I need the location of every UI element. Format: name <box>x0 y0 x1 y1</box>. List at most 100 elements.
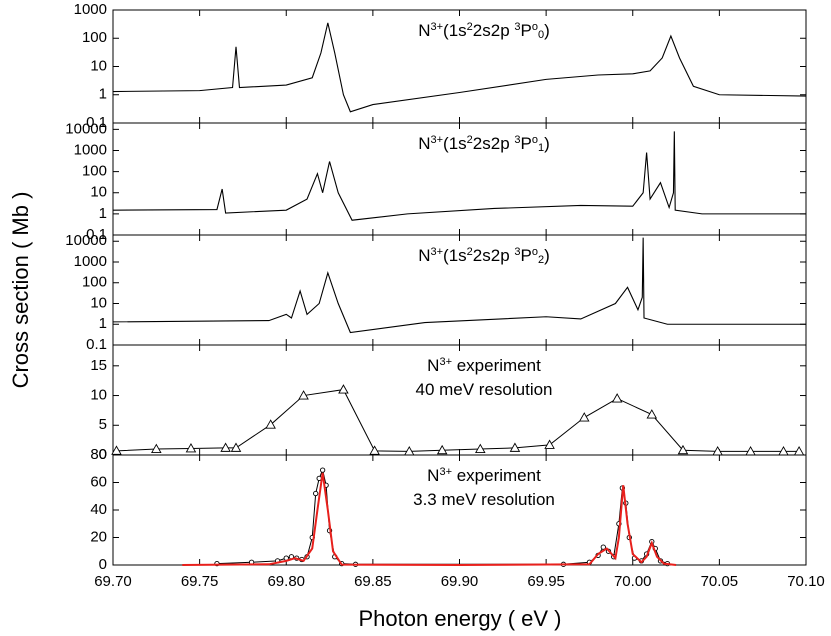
triangle-marker <box>151 443 162 454</box>
x-tick-label: 69.80 <box>267 573 305 590</box>
triangle-marker <box>544 439 555 449</box>
y-tick-label: 0.1 <box>86 336 107 353</box>
annotation-part: N <box>427 466 439 485</box>
annotation-part: N <box>418 21 430 40</box>
triangle-marker <box>578 412 590 422</box>
x-tick-label: 69.75 <box>181 573 219 590</box>
y-tick-label: 0.1 <box>86 226 107 243</box>
y-tick-label: 15 <box>90 357 107 374</box>
y-tick-label: 0.1 <box>86 114 107 131</box>
y-axis-label: Cross section ( Mb ) <box>8 192 33 389</box>
y-tick-label: 10 <box>90 294 107 311</box>
x-tick-label: 69.70 <box>94 573 132 590</box>
triangle-marker <box>611 393 623 403</box>
annotation-part: 3+ <box>439 466 452 478</box>
y-tick-label: 10000 <box>65 120 107 137</box>
triangle-marker <box>677 444 689 455</box>
annotation: N3+ experiment <box>427 356 541 376</box>
annotation-part: 2 <box>467 21 473 33</box>
data-line <box>112 22 807 113</box>
annotation: N3+(1s22s2p 3Po2) <box>418 246 550 266</box>
triangle-marker <box>220 442 231 452</box>
data-line <box>182 472 677 567</box>
annotation: 40 meV resolution <box>415 380 552 399</box>
x-tick-label: 70.10 <box>787 573 825 590</box>
annotation: N3+ experiment <box>427 466 541 486</box>
y-tick-label: 0 <box>99 446 107 463</box>
annotation-part: N <box>427 356 439 375</box>
annotation-part: N <box>418 246 430 265</box>
data-line <box>116 389 800 452</box>
x-tick-label: 70.05 <box>701 573 739 590</box>
y-tick-label: 20 <box>90 528 107 545</box>
annotation-part: P <box>521 246 532 265</box>
annotation-part: o <box>532 21 538 33</box>
circle-marker <box>600 544 606 550</box>
annotation-part: o <box>532 246 538 258</box>
x-tick-label: 69.85 <box>354 573 392 590</box>
y-tick-label: 40 <box>90 501 107 518</box>
annotation: 3.3 meV resolution <box>413 490 555 509</box>
annotation-part: (1s <box>443 134 467 153</box>
annotation-part: P <box>521 134 532 153</box>
annotation-part: 3 <box>514 21 520 33</box>
annotation-part: 0 <box>538 29 544 41</box>
y-tick-label: 5 <box>99 416 107 433</box>
y-tick-label: 10 <box>90 387 107 404</box>
annotation-part: 3+ <box>431 134 444 146</box>
annotation: N3+(1s22s2p 3Po0) <box>418 21 550 41</box>
y-tick-label: 100 <box>82 29 107 46</box>
triangle-marker <box>111 445 122 455</box>
annotation-part: 2s2p <box>473 134 515 153</box>
annotation-part: experiment <box>452 466 541 485</box>
annotation-part: ) <box>544 246 550 265</box>
data-line <box>112 237 806 334</box>
circle-marker <box>319 467 326 473</box>
y-tick-label: 1 <box>99 205 107 222</box>
x-tick-label: 70.00 <box>614 573 652 590</box>
x-axis-label: Photon energy ( eV ) <box>358 606 561 631</box>
annotation-part: 2 <box>467 134 473 146</box>
data-line <box>112 131 806 221</box>
annotation-part: 3.3 meV resolution <box>413 490 555 509</box>
annotation-part: ) <box>544 21 550 40</box>
annotation-part: P <box>521 21 532 40</box>
annotation-part: 3 <box>514 246 520 258</box>
annotation-part: o <box>532 134 538 146</box>
triangle-marker <box>475 443 486 454</box>
y-tick-label: 80 <box>90 446 107 463</box>
y-tick-label: 1000 <box>74 141 107 158</box>
triangle-marker <box>338 384 349 394</box>
annotation-part: (1s <box>443 246 467 265</box>
annotation: N3+(1s22s2p 3Po1) <box>418 134 550 154</box>
annotation-part: 3+ <box>439 356 452 368</box>
triangle-marker <box>230 442 242 452</box>
y-tick-label: 1 <box>99 315 107 332</box>
circle-marker <box>313 490 319 497</box>
annotation-part: 3 <box>514 134 520 146</box>
y-tick-label: 1000 <box>74 1 107 18</box>
annotation-part: (1s <box>443 21 467 40</box>
annotation-part: 1 <box>538 142 544 154</box>
annotation-part: ) <box>544 134 550 153</box>
annotation-part: 2 <box>467 246 473 258</box>
data-line <box>216 468 668 565</box>
triangle-marker <box>265 419 276 429</box>
y-tick-label: 60 <box>90 473 107 490</box>
triangle-marker <box>436 444 448 455</box>
y-tick-label: 1000 <box>74 253 107 270</box>
annotation-part: 2s2p <box>473 246 515 265</box>
annotation-part: experiment <box>452 356 541 375</box>
triangle-marker <box>298 390 309 400</box>
y-tick-label: 10 <box>90 184 107 201</box>
triangle-marker <box>646 409 658 419</box>
annotation-part: 3+ <box>431 21 444 33</box>
y-tick-label: 0 <box>99 556 107 573</box>
triangle-marker <box>509 442 521 452</box>
annotation-part: 2 <box>538 254 544 266</box>
annotation-part: 3+ <box>431 246 444 258</box>
triangle-marker <box>369 445 380 455</box>
y-tick-label: 1 <box>99 86 107 103</box>
annotation-part: N <box>418 134 430 153</box>
